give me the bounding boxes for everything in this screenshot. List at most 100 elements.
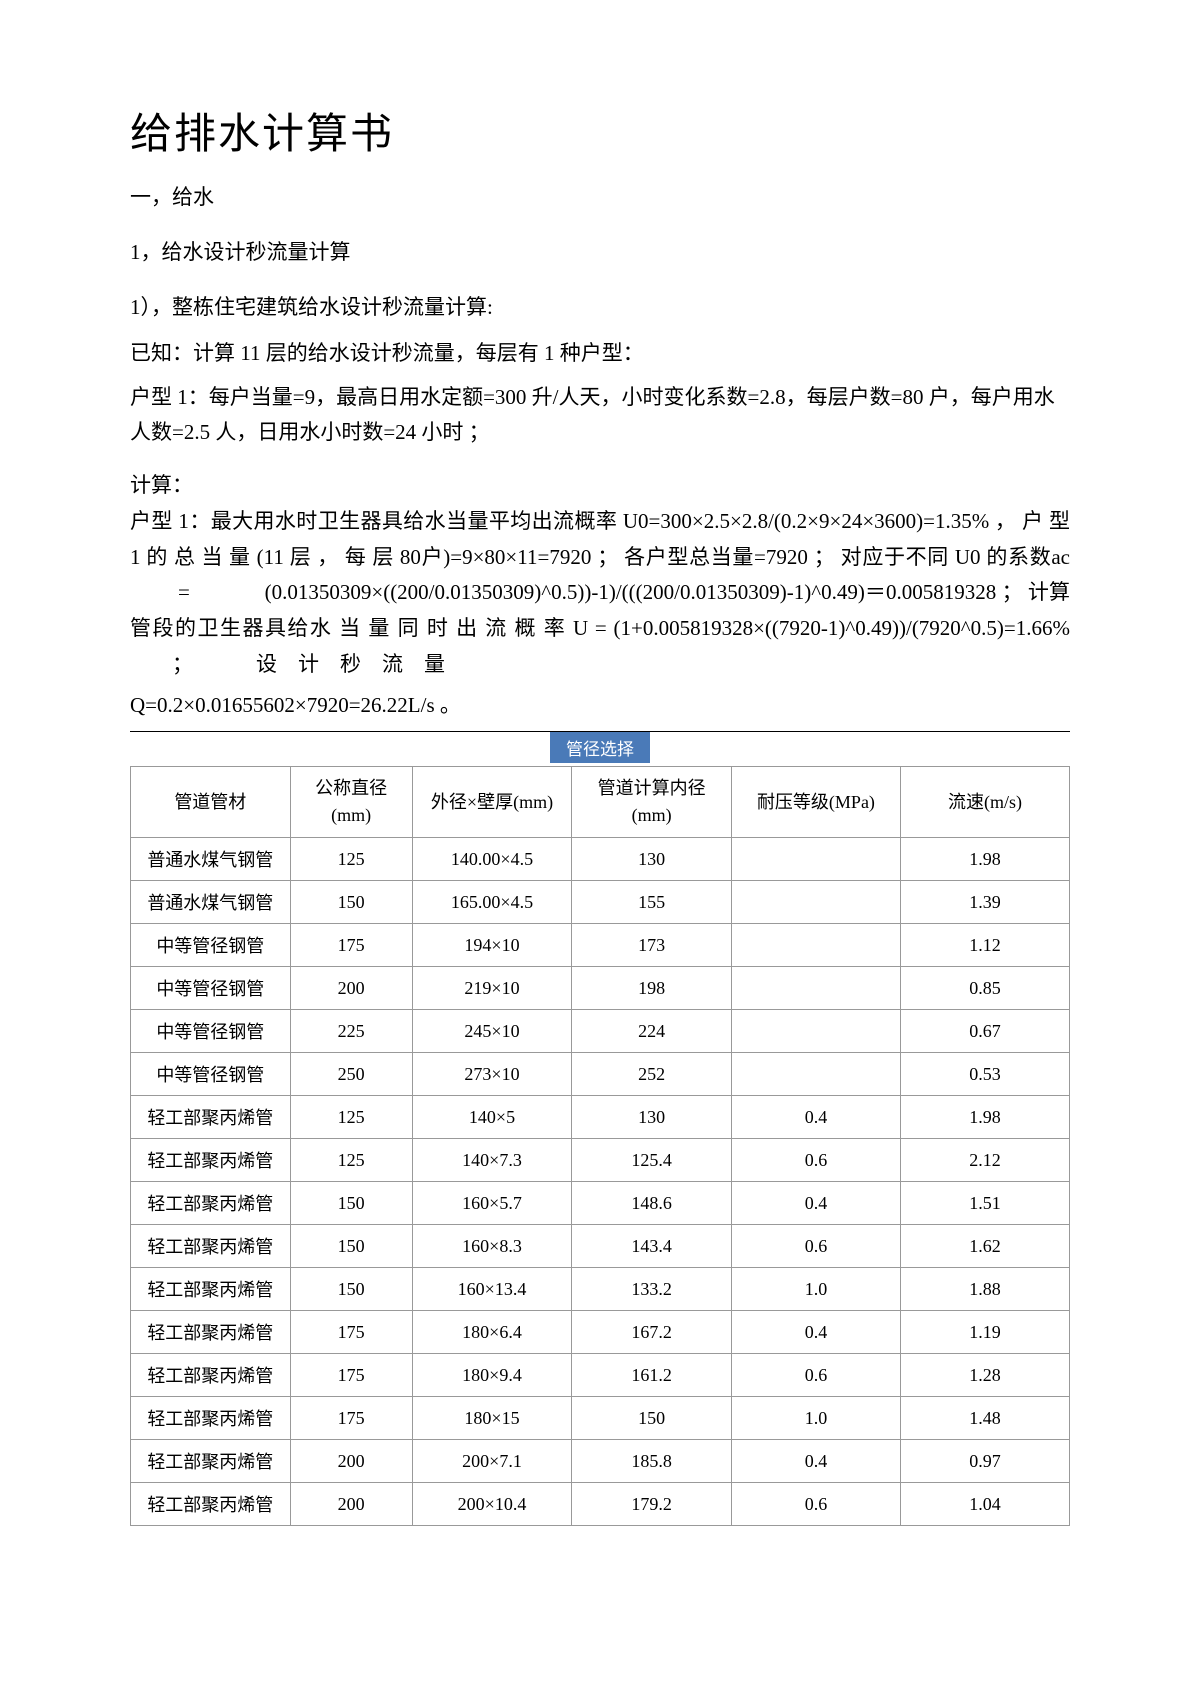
td-id: 198 <box>572 967 732 1010</box>
td-id: 150 <box>572 1397 732 1440</box>
td-od: 160×8.3 <box>412 1225 572 1268</box>
td-pressure <box>731 1053 900 1096</box>
td-material: 轻工部聚丙烯管 <box>131 1096 291 1139</box>
table-row: 轻工部聚丙烯管150160×8.3143.40.61.62 <box>131 1225 1070 1268</box>
td-dn: 225 <box>290 1010 412 1053</box>
th-material: 管道管材 <box>131 767 291 838</box>
td-material: 普通水煤气钢管 <box>131 838 291 881</box>
section-1-1-1-heading: 1），整栋住宅建筑给水设计秒流量计算: <box>130 291 1070 321</box>
td-od: 194×10 <box>412 924 572 967</box>
table-row: 中等管径钢管200219×101980.85 <box>131 967 1070 1010</box>
td-id: 167.2 <box>572 1311 732 1354</box>
td-dn: 125 <box>290 1139 412 1182</box>
table-row: 轻工部聚丙烯管200200×10.4179.20.61.04 <box>131 1483 1070 1526</box>
td-velocity: 2.12 <box>900 1139 1069 1182</box>
td-velocity: 1.98 <box>900 1096 1069 1139</box>
td-od: 200×7.1 <box>412 1440 572 1483</box>
td-material: 轻工部聚丙烯管 <box>131 1225 291 1268</box>
calc-label: 计算： <box>130 469 1070 499</box>
td-dn: 250 <box>290 1053 412 1096</box>
td-velocity: 0.97 <box>900 1440 1069 1483</box>
td-pressure: 0.4 <box>731 1182 900 1225</box>
td-velocity: 1.51 <box>900 1182 1069 1225</box>
td-dn: 150 <box>290 1225 412 1268</box>
td-velocity: 1.39 <box>900 881 1069 924</box>
table-row: 轻工部聚丙烯管125140×51300.41.98 <box>131 1096 1070 1139</box>
td-id: 130 <box>572 1096 732 1139</box>
td-velocity: 0.53 <box>900 1053 1069 1096</box>
td-pressure: 0.4 <box>731 1096 900 1139</box>
td-material: 中等管径钢管 <box>131 1010 291 1053</box>
td-dn: 150 <box>290 1182 412 1225</box>
td-id: 179.2 <box>572 1483 732 1526</box>
td-od: 140.00×4.5 <box>412 838 572 881</box>
td-material: 轻工部聚丙烯管 <box>131 1311 291 1354</box>
td-pressure <box>731 881 900 924</box>
td-velocity: 1.48 <box>900 1397 1069 1440</box>
td-dn: 150 <box>290 1268 412 1311</box>
td-pressure: 1.0 <box>731 1268 900 1311</box>
td-pressure: 0.4 <box>731 1440 900 1483</box>
td-id: 148.6 <box>572 1182 732 1225</box>
td-material: 轻工部聚丙烯管 <box>131 1354 291 1397</box>
td-pressure: 1.0 <box>731 1397 900 1440</box>
td-od: 140×7.3 <box>412 1139 572 1182</box>
td-velocity: 1.62 <box>900 1225 1069 1268</box>
td-id: 130 <box>572 838 732 881</box>
td-pressure: 0.6 <box>731 1354 900 1397</box>
td-od: 180×6.4 <box>412 1311 572 1354</box>
table-row: 中等管径钢管175194×101731.12 <box>131 924 1070 967</box>
table-row: 轻工部聚丙烯管175180×151501.01.48 <box>131 1397 1070 1440</box>
section-1-heading: 一，给水 <box>130 181 1070 211</box>
td-pressure: 0.6 <box>731 1483 900 1526</box>
td-material: 轻工部聚丙烯管 <box>131 1440 291 1483</box>
table-row: 轻工部聚丙烯管150160×5.7148.60.41.51 <box>131 1182 1070 1225</box>
td-material: 普通水煤气钢管 <box>131 881 291 924</box>
td-dn: 175 <box>290 1311 412 1354</box>
table-row: 中等管径钢管225245×10224 0.67 <box>131 1010 1070 1053</box>
td-dn: 200 <box>290 1440 412 1483</box>
td-velocity: 1.28 <box>900 1354 1069 1397</box>
section-1-1-heading: 1，给水设计秒流量计算 <box>130 236 1070 266</box>
td-pressure: 0.6 <box>731 1225 900 1268</box>
td-id: 133.2 <box>572 1268 732 1311</box>
td-dn: 125 <box>290 838 412 881</box>
td-dn: 200 <box>290 1483 412 1526</box>
td-dn: 175 <box>290 1354 412 1397</box>
pipe-table: 管道管材 公称直径(mm) 外径×壁厚(mm) 管道计算内径(mm) 耐压等级(… <box>130 766 1070 1526</box>
td-od: 160×5.7 <box>412 1182 572 1225</box>
td-pressure <box>731 967 900 1010</box>
td-od: 165.00×4.5 <box>412 881 572 924</box>
td-dn: 200 <box>290 967 412 1010</box>
td-velocity: 0.67 <box>900 1010 1069 1053</box>
td-id: 252 <box>572 1053 732 1096</box>
td-material: 中等管径钢管 <box>131 1053 291 1096</box>
th-id: 管道计算内径(mm) <box>572 767 732 838</box>
td-od: 273×10 <box>412 1053 572 1096</box>
known-line-1: 已知：计算 11 层的给水设计秒流量，每层有 1 种户型： <box>130 336 1070 372</box>
td-material: 轻工部聚丙烯管 <box>131 1139 291 1182</box>
td-id: 224 <box>572 1010 732 1053</box>
td-id: 185.8 <box>572 1440 732 1483</box>
table-row: 中等管径钢管250273×10252 0.53 <box>131 1053 1070 1096</box>
table-row: 普通水煤气钢管150165.00×4.51551.39 <box>131 881 1070 924</box>
td-velocity: 0.85 <box>900 967 1069 1010</box>
table-row: 轻工部聚丙烯管125140×7.3125.40.62.12 <box>131 1139 1070 1182</box>
td-od: 200×10.4 <box>412 1483 572 1526</box>
td-dn: 175 <box>290 924 412 967</box>
known-line-2: 户型 1：每户当量=9，最高日用水定额=300 升/人天，小时变化系数=2.8，… <box>130 380 1070 451</box>
th-dn: 公称直径(mm) <box>290 767 412 838</box>
td-pressure: 0.6 <box>731 1139 900 1182</box>
td-pressure <box>731 1010 900 1053</box>
table-row: 轻工部聚丙烯管200200×7.1185.80.40.97 <box>131 1440 1070 1483</box>
td-pressure <box>731 838 900 881</box>
td-od: 180×15 <box>412 1397 572 1440</box>
td-velocity: 1.12 <box>900 924 1069 967</box>
calc-last-line: Q=0.2×0.01655602×7920=26.22L/s 。 <box>130 688 1070 724</box>
td-material: 中等管径钢管 <box>131 967 291 1010</box>
td-od: 180×9.4 <box>412 1354 572 1397</box>
td-id: 125.4 <box>572 1139 732 1182</box>
table-row: 轻工部聚丙烯管175180×9.4161.20.61.28 <box>131 1354 1070 1397</box>
td-pressure: 0.4 <box>731 1311 900 1354</box>
td-od: 245×10 <box>412 1010 572 1053</box>
